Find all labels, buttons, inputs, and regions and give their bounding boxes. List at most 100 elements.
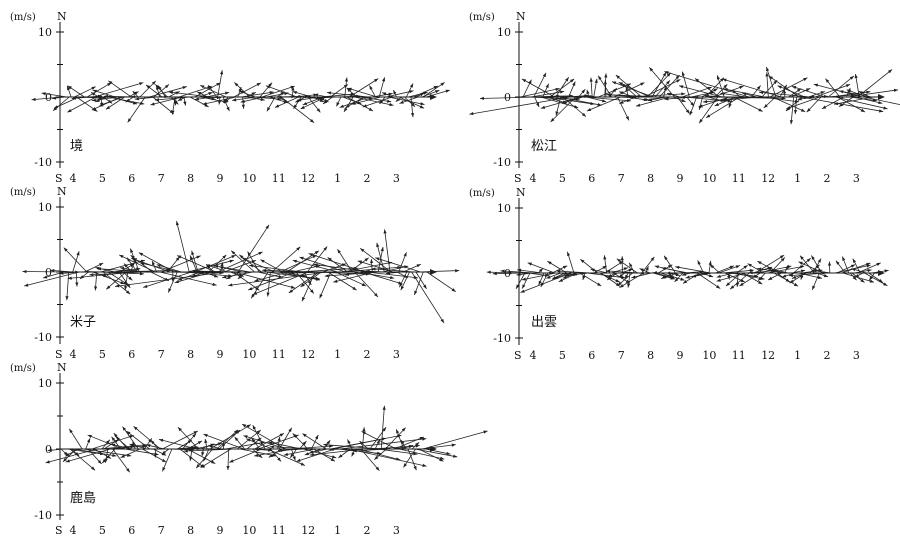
wind-stick-arrowhead: [120, 281, 125, 285]
wind-stick-arrowhead: [697, 260, 701, 265]
wind-stick: [759, 91, 811, 98]
wind-stick-arrowhead: [694, 95, 699, 99]
wind-stick-arrowhead: [624, 274, 629, 280]
wind-stick-arrowhead: [739, 86, 744, 90]
wind-stick-arrowhead: [175, 221, 180, 226]
wind-stick: [863, 96, 900, 106]
month-label: 7: [158, 172, 165, 185]
north-label: N: [57, 185, 67, 198]
wind-stick-arrowhead: [581, 89, 586, 94]
y-tick-label: 10: [38, 377, 52, 390]
wind-stick-arrowhead: [300, 462, 305, 466]
north-label: N: [516, 186, 526, 199]
wind-stick-arrowhead: [315, 277, 321, 281]
wind-stick: [267, 271, 271, 297]
wind-stick-arrowhead: [183, 449, 188, 453]
wind-stick-arrowhead: [266, 292, 270, 297]
wind-stick-arrowhead: [615, 75, 620, 79]
y-unit-label: (m/s): [10, 363, 36, 374]
wind-stick: [469, 96, 571, 115]
wind-stick-arrowhead: [260, 97, 265, 102]
y-tick-label: -10: [34, 331, 52, 344]
wind-stick: [615, 74, 643, 98]
wind-stick: [777, 85, 805, 98]
wind-stick-arrowhead: [645, 266, 649, 271]
wind-stick-arrowhead: [316, 96, 321, 100]
wind-stick-arrowhead: [440, 318, 445, 324]
wind-stick-arrowhead: [134, 97, 139, 101]
wind-stick-arrowhead: [126, 290, 131, 295]
wind-stick-arrowhead: [835, 260, 840, 265]
wind-stick-arrowhead: [113, 433, 118, 438]
wind-stick-arrowhead: [67, 108, 72, 113]
wind-stick: [683, 96, 732, 102]
wind-stick: [142, 448, 167, 463]
wind-stick-arrowhead: [309, 453, 314, 457]
month-label: 3: [853, 172, 860, 185]
wind-stick: [122, 426, 139, 450]
wind-stick-arrowhead: [420, 102, 425, 106]
wind-stick-arrowhead: [162, 467, 166, 472]
wind-stick-arrowhead: [254, 278, 259, 282]
wind-stick-arrowhead: [878, 100, 883, 105]
wind-stick-arrowhead: [139, 82, 144, 86]
wind-stick: [413, 271, 424, 296]
wind-stick: [192, 270, 247, 273]
wind-stick-arrowhead: [269, 445, 274, 449]
month-label: 8: [187, 348, 194, 361]
wind-stick: [66, 271, 70, 301]
month-label: 1: [334, 348, 341, 361]
wind-stick-arrowhead: [316, 108, 321, 113]
wind-stick-arrowhead: [53, 105, 59, 109]
wind-stick-arrowhead: [626, 83, 631, 87]
wind-stick-arrowhead: [45, 460, 50, 464]
wind-stick-arrowhead: [158, 438, 164, 442]
wind-stick-arrowhead: [126, 431, 131, 435]
month-label: 9: [677, 349, 684, 362]
wind-stick-arrowhead: [248, 287, 253, 291]
wind-stick-arrowhead: [423, 284, 427, 289]
wind-stick-arrowhead: [607, 276, 612, 281]
wind-stick: [332, 437, 387, 450]
wind-stick: [729, 272, 750, 290]
wind-stick-arrowhead: [806, 258, 811, 263]
wind-stick-arrowhead: [139, 272, 144, 276]
wind-stick-arrowhead: [640, 82, 645, 86]
wind-stick: [694, 78, 720, 98]
wind-stick-arrowhead: [337, 249, 341, 254]
wind-stick-arrowhead: [196, 255, 201, 259]
wind-stick-arrowhead: [628, 268, 633, 272]
wind-stick-arrowhead: [618, 82, 623, 86]
wind-stick-arrowhead: [681, 98, 686, 102]
wind-stick-arrowhead: [559, 90, 565, 94]
wind-stick-arrowhead: [789, 279, 794, 284]
wind-stick-arrowhead: [617, 281, 622, 286]
wind-stick: [260, 259, 284, 273]
wind-stick-arrowhead: [361, 282, 367, 287]
wind-stick-arrowhead: [67, 276, 72, 280]
wind-stick-arrowhead: [268, 453, 273, 458]
wind-stick-arrowhead: [642, 97, 647, 102]
wind-stick: [306, 246, 328, 273]
wind-stick: [174, 271, 212, 284]
wind-stick-arrowhead: [251, 92, 256, 96]
wind-stick: [300, 271, 322, 288]
wind-stick: [300, 96, 327, 110]
station-label: 鹿島: [70, 490, 96, 506]
wind-stick-arrowhead: [201, 451, 205, 457]
wind-stick-arrowhead: [823, 94, 828, 99]
wind-stick-arrowhead: [212, 282, 217, 286]
wind-stick: [41, 92, 68, 98]
month-label: 4: [530, 172, 537, 185]
wind-stick-arrowhead: [435, 90, 440, 94]
wind-stick-arrowhead: [274, 104, 280, 108]
month-label: 7: [158, 524, 165, 537]
wind-stick-arrowhead: [662, 275, 667, 279]
wind-stick-arrowhead: [220, 70, 224, 75]
wind-stick: [106, 271, 127, 290]
wind-stick-arrowhead: [546, 275, 551, 279]
wind-stick-arrowhead: [440, 82, 445, 86]
wind-stick-arrowhead: [419, 105, 425, 109]
wind-stick-arrowhead: [130, 445, 135, 449]
wind-stick-arrowhead: [292, 433, 297, 438]
